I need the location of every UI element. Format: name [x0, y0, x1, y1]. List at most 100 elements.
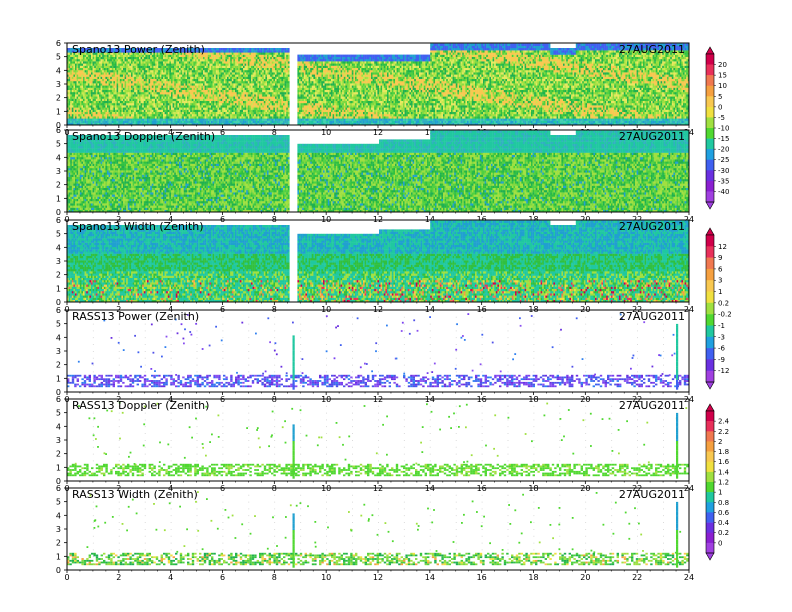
panel-date: 27AUG2011: [619, 220, 685, 233]
y-tick-label: 2: [56, 181, 61, 190]
colorbar-swatch: [706, 149, 714, 160]
y-tick-label: 1: [56, 107, 61, 116]
colorbar-label: 1.6: [718, 458, 730, 466]
colorbar-label: -12: [718, 367, 729, 375]
y-tick-label: 1: [56, 374, 61, 383]
colorbar-label: -1: [718, 322, 725, 330]
colorbar-label: -25: [718, 156, 729, 164]
colorbar-label: 0.8: [718, 499, 729, 507]
colorbar-swatch: [706, 64, 714, 76]
y-tick-label: 3: [56, 436, 61, 445]
y-tick-label: 5: [56, 409, 61, 418]
y-tick-label: 5: [56, 320, 61, 329]
y-tick-label: 5: [56, 230, 61, 239]
colorbar-label: -35: [718, 177, 729, 185]
y-tick-label: 5: [56, 140, 61, 149]
colorbar-swatch: [706, 180, 714, 192]
y-tick-label: 0: [56, 298, 61, 307]
colorbar-label: 0.2: [718, 299, 729, 307]
colorbar-label: -9: [718, 356, 725, 364]
x-tick-label: 2: [116, 128, 121, 137]
x-tick-label: 8: [272, 128, 277, 137]
y-tick-label: 4: [56, 333, 61, 342]
x-tick-label: 14: [425, 128, 435, 137]
colorbar-label: 3: [718, 277, 722, 285]
y-tick-label: 2: [56, 94, 61, 103]
panel-date: 27AUG2011: [619, 130, 685, 143]
colorbar-swatch: [706, 461, 714, 473]
colorbar-label: 20: [718, 61, 727, 69]
y-tick-label: 0: [56, 477, 61, 486]
colorbar-label: -20: [718, 146, 729, 154]
y-tick-label: 2: [56, 539, 61, 548]
x-tick-label: 6: [220, 128, 225, 137]
y-tick-label: 3: [56, 167, 61, 176]
panel-cells: [67, 313, 689, 390]
colorbar-label: -10: [718, 125, 729, 133]
y-tick-label: 0: [56, 388, 61, 397]
colorbar-label: -40: [718, 188, 729, 196]
colorbar-label: -5: [718, 114, 725, 122]
y-tick-label: 2: [56, 450, 61, 459]
colorbar-label: -0.2: [718, 311, 732, 319]
y-tick-label: 3: [56, 347, 61, 356]
colorbar-swatch: [706, 170, 714, 182]
colorbar-swatch: [706, 159, 714, 171]
colorbar-swatch: [706, 421, 714, 432]
colorbar-label: 1.2: [718, 479, 729, 487]
panel-cells: [67, 401, 689, 479]
colorbar-label: 12: [718, 243, 727, 251]
colorbar-label: -30: [718, 167, 729, 175]
y-tick-label: 6: [56, 306, 61, 315]
colorbar-swatch: [706, 257, 714, 270]
panel-cells: [67, 220, 689, 302]
colorbar-swatch: [706, 348, 714, 360]
colorbar-swatch: [706, 482, 714, 493]
colorbar-label: 2.2: [718, 428, 729, 436]
colorbar-swatch: [706, 106, 714, 118]
x-tick-label: 12: [373, 128, 383, 137]
colorbar-swatch: [706, 117, 714, 129]
colorbar-label: 15: [718, 72, 727, 80]
y-tick-label: 1: [56, 552, 61, 561]
panel-date: 27AUG2011: [619, 43, 685, 56]
colorbar-label: 6: [718, 265, 723, 273]
colorbar-label: 0.2: [718, 529, 729, 537]
x-tick-label: 8: [272, 573, 277, 582]
colorbar-label: 0: [718, 539, 722, 547]
colorbar-swatch: [706, 246, 714, 258]
colorbar-swatch: [706, 370, 714, 383]
y-tick-label: 6: [56, 39, 61, 48]
colorbar-3: 2.4 2.2 2 1.8 1.6 1.4 1.2 1 0.8 0.6 0.4 0.2 0: [705, 403, 730, 561]
colorbar-swatch: [706, 291, 714, 304]
colorbar-label: 1.8: [718, 448, 729, 456]
y-tick-label: 5: [56, 53, 61, 62]
x-tick-label: 14: [425, 573, 435, 582]
colorbar-swatch: [706, 441, 714, 452]
colorbar-swatch: [706, 280, 714, 292]
colorbar-swatch: [706, 411, 714, 422]
x-tick-label: 20: [580, 573, 590, 582]
colorbar-label: 5: [718, 93, 722, 101]
colorbar-2: 12 9 6 3 1 0.2 -0.2 -1 -3 -6 -9 -12: [705, 227, 732, 390]
y-tick-label: 4: [56, 422, 61, 431]
colorbar-swatch: [706, 75, 714, 86]
x-tick-label: 4: [168, 128, 173, 137]
colorbar-label: 10: [718, 82, 727, 90]
colorbar-label: -3: [718, 333, 725, 341]
colorbar-swatch: [706, 336, 714, 349]
colorbar-swatch: [706, 492, 714, 503]
colorbar-label: 1: [718, 288, 722, 296]
x-tick-label: 12: [373, 573, 383, 582]
colorbar-swatch: [706, 54, 714, 65]
colorbar-swatch: [706, 522, 714, 533]
colorbar-swatch: [706, 302, 714, 315]
y-tick-label: 4: [56, 511, 61, 520]
x-tick-label: 24: [684, 573, 694, 582]
